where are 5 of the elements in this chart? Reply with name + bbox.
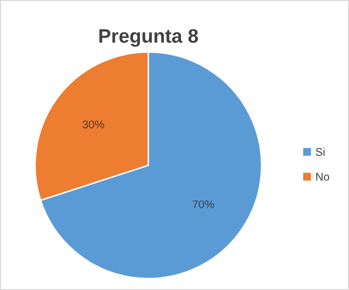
- data-label: 70%: [192, 200, 214, 208]
- legend-label: No: [316, 172, 330, 181]
- legend-label: Si: [316, 148, 325, 156]
- data-label: 30%: [82, 120, 104, 128]
- chart-title: Pregunta 8: [99, 29, 198, 47]
